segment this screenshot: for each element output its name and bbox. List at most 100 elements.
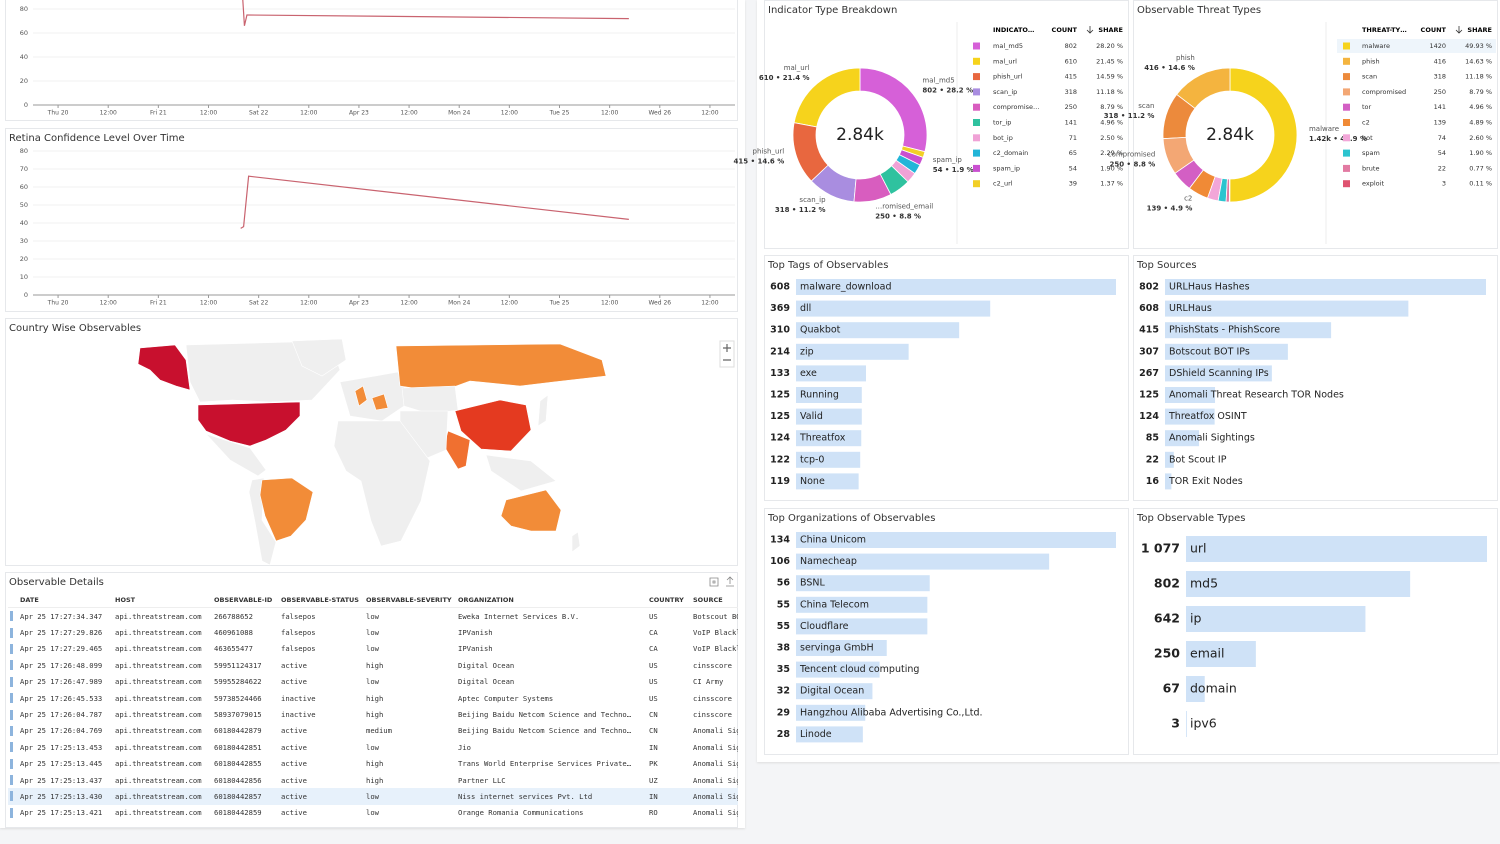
slice-label: 610 • 21.4 % <box>759 74 810 82</box>
y-tick-label: 20 <box>20 255 28 263</box>
export-icon[interactable] <box>726 576 734 587</box>
region <box>354 385 368 407</box>
cell: Trans World Enterprise Services Private… <box>458 759 632 769</box>
legend-swatch <box>1343 119 1350 126</box>
panel-title: Retina Confidence Level Over Time <box>9 133 185 144</box>
legend-share: 8.79 % <box>1469 88 1492 96</box>
cell: api.threatstream.com <box>115 759 202 769</box>
cell: inactive <box>281 710 316 720</box>
x-tick-label: 12:00 <box>300 110 317 117</box>
legend-header: INDICATO… <box>993 26 1034 34</box>
cell: api.threatstream.com <box>115 644 202 654</box>
x-tick-label: 12:00 <box>601 110 618 117</box>
zoom-icons[interactable] <box>723 344 731 361</box>
slice-label: 318 • 11.2 % <box>775 206 826 214</box>
bar <box>796 430 862 447</box>
bar <box>1165 300 1409 317</box>
marker <box>10 660 13 671</box>
bar <box>796 661 880 678</box>
legend-header: COUNT <box>1421 26 1447 34</box>
header-cell: DATE <box>18 592 113 608</box>
marker <box>10 611 13 622</box>
legend-share: 11.18 % <box>1465 73 1492 81</box>
y-tick-label: 80 <box>20 5 28 13</box>
bar <box>796 387 862 403</box>
x-tick-label: Wed 26 <box>648 110 671 117</box>
x-tick-label: 12:00 <box>701 300 718 307</box>
cell: api.threatstream.com <box>115 775 202 785</box>
header-cell: OBSERVABLE-ID <box>212 592 279 608</box>
zoom-controls[interactable] <box>719 340 735 368</box>
bar-label: Threatfox <box>799 433 846 444</box>
legend-share: 4.96 % <box>1469 103 1492 111</box>
panel-title: Top Tags of Observables <box>768 260 889 271</box>
row-marker <box>8 657 18 673</box>
cell: Botscout BOT IPs <box>693 611 738 621</box>
bar-label: email <box>1190 646 1224 661</box>
x-tick-label: Fri 21 <box>150 300 167 307</box>
y-tick-label: 40 <box>20 219 28 227</box>
cell: 58937079015 <box>214 710 262 720</box>
x-tick-label: 12:00 <box>400 300 417 307</box>
cell: Apr 25 17:26:04.769 <box>20 726 103 736</box>
bar-value: 267 <box>1139 368 1159 379</box>
bar-label: zip <box>800 346 814 357</box>
row: Apr 25 17:26:04.769 api.threatstream.com 6… <box>8 723 738 739</box>
bar-value: 125 <box>770 390 790 401</box>
marker <box>10 709 13 720</box>
cell: Digital Ocean <box>458 660 515 670</box>
legend-swatch <box>1343 103 1350 111</box>
bar-value: 642 <box>1154 611 1180 626</box>
cell: active <box>281 775 307 785</box>
bar-value: 133 <box>770 368 790 379</box>
legend-name: bot <box>1362 134 1373 142</box>
x-tick-label: Tue 25 <box>549 110 570 117</box>
bar-label: Tencent cloud computing <box>799 664 919 675</box>
cell: cinsscore <box>693 660 732 670</box>
cell: US <box>649 693 658 703</box>
bar-label: Digital Ocean <box>800 686 864 697</box>
bar-label: Anomali Sightings <box>1169 433 1255 444</box>
bar <box>796 473 859 490</box>
bar-label: servinga GmbH <box>800 643 874 654</box>
bar <box>796 575 930 592</box>
cell: Apr 25 17:27:29.826 <box>20 628 103 638</box>
retina-panel: Retina Confidence Level Over Time <box>5 128 738 312</box>
marker <box>10 693 13 704</box>
legend-swatch <box>1343 57 1350 65</box>
header-cell: COUNTRY <box>647 592 691 608</box>
bar-value: 1 077 <box>1141 541 1180 556</box>
bar-label: domain <box>1190 681 1237 696</box>
legend-name: phish_url <box>993 73 1023 81</box>
row-marker <box>8 772 18 788</box>
bar-value: 28 <box>777 729 791 740</box>
bar <box>796 279 1116 295</box>
bar-value: 307 <box>1139 346 1159 357</box>
cell: active <box>281 759 307 769</box>
slice-name: scan_ip <box>799 196 826 204</box>
bar-value: 369 <box>770 303 790 314</box>
marker <box>10 627 13 638</box>
bar-value: 55 <box>777 621 790 632</box>
slice-label: 318 • 11.2 % <box>1104 112 1155 120</box>
legend-share: 0.11 % <box>1469 180 1492 188</box>
bar-value: 134 <box>770 535 790 546</box>
bar-label: China Telecom <box>800 599 869 610</box>
cell: 60180442856 <box>214 775 262 785</box>
legend-count: 141 <box>1065 119 1077 127</box>
bar <box>796 451 861 468</box>
legend-count: 3 <box>1442 180 1446 188</box>
row-marker <box>8 739 18 755</box>
legend-swatch <box>973 149 980 157</box>
row-marker <box>8 756 18 772</box>
row: Apr 25 17:25:13.421 api.threatstream.com 6… <box>8 805 738 821</box>
bar-value: 214 <box>770 346 790 357</box>
expand-icon[interactable] <box>709 577 719 587</box>
marker <box>10 676 13 687</box>
cell: api.threatstream.com <box>115 693 202 703</box>
region <box>339 371 411 422</box>
bar <box>796 300 991 317</box>
cell: PK <box>649 759 658 769</box>
cell: low <box>364 788 456 805</box>
